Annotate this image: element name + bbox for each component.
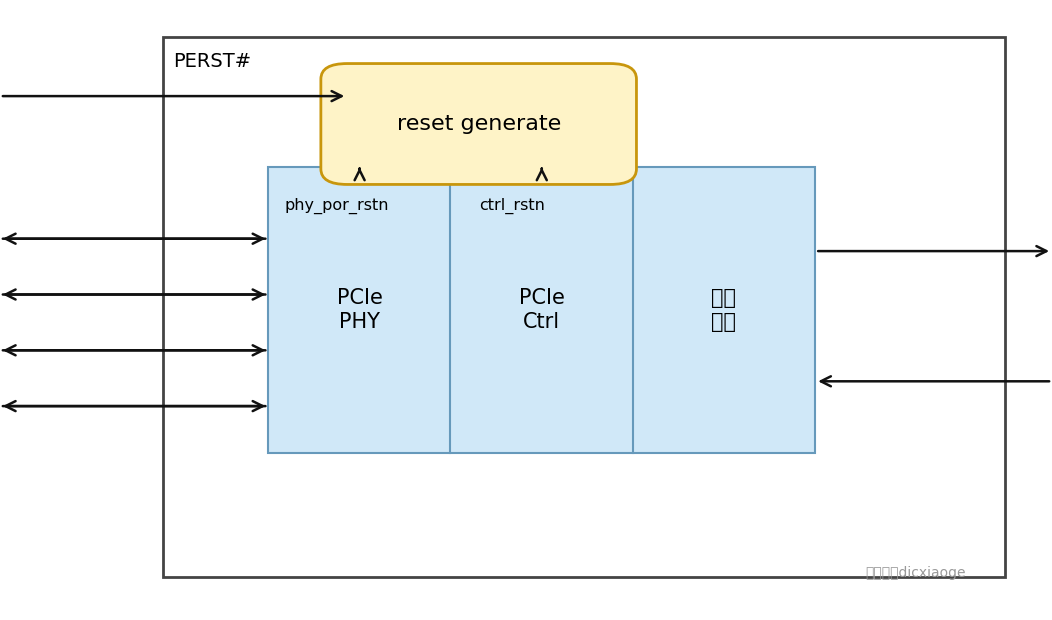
- Text: phy_por_rstn: phy_por_rstn: [284, 198, 388, 214]
- Bar: [268, 167, 815, 453]
- Text: 公众号．dicxiaoge: 公众号．dicxiaoge: [865, 567, 966, 580]
- Text: ctrl_rstn: ctrl_rstn: [479, 198, 545, 214]
- Bar: [163, 37, 1005, 577]
- Text: PCIe
PHY: PCIe PHY: [337, 288, 383, 332]
- Text: PERST#: PERST#: [174, 52, 251, 71]
- Text: PCIe
Ctrl: PCIe Ctrl: [519, 288, 565, 332]
- Text: 用户
逻辑: 用户 逻辑: [711, 288, 736, 332]
- Text: reset generate: reset generate: [397, 114, 561, 134]
- FancyBboxPatch shape: [321, 64, 636, 185]
